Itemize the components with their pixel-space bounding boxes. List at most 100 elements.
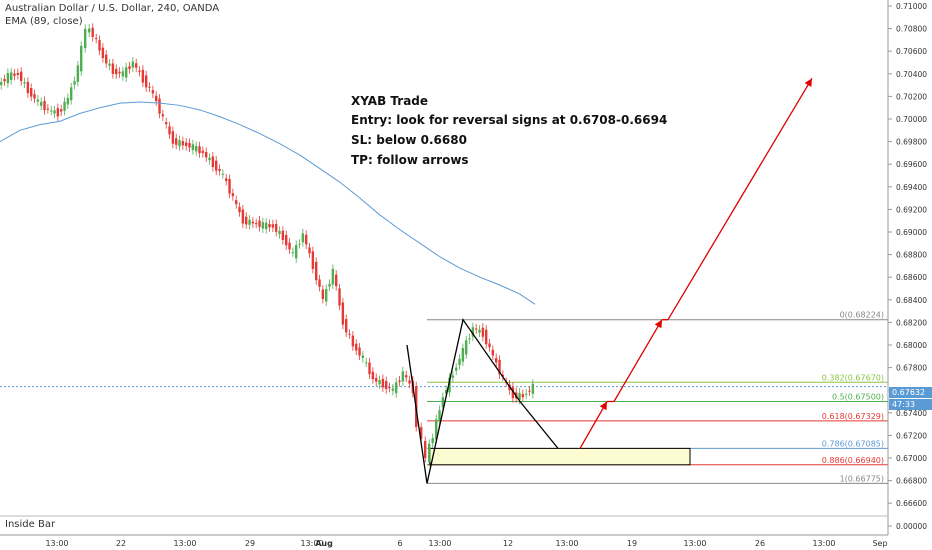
price-tick-label: 0.68000 xyxy=(896,341,927,350)
candle-up xyxy=(76,65,80,82)
candle-down xyxy=(241,209,245,224)
candle-up xyxy=(465,340,468,355)
price-tick-label: 0.69400 xyxy=(896,183,927,192)
price-tick-label: 0.66800 xyxy=(896,477,927,486)
candle-down xyxy=(318,279,321,287)
candle-down xyxy=(288,242,291,250)
fib-level-label: 0(0.68224) xyxy=(840,311,884,320)
candle-up xyxy=(6,73,10,84)
candle-down xyxy=(481,327,485,337)
fib-level-label: 1(0.66775) xyxy=(840,474,884,483)
candle-up xyxy=(10,72,13,80)
candle-down xyxy=(13,73,16,76)
candle-up xyxy=(365,362,368,364)
price-tick-label: 0.68800 xyxy=(896,251,927,260)
price-tick-label: 0.68200 xyxy=(896,318,927,327)
price-tick-label: 0.67400 xyxy=(896,409,927,418)
candle-up xyxy=(445,390,448,394)
candle-down xyxy=(281,230,285,240)
candle-up xyxy=(121,71,125,77)
candle-down xyxy=(175,138,178,145)
candle-down xyxy=(135,63,138,68)
candle-up xyxy=(431,438,434,444)
candle-up xyxy=(451,375,455,378)
candle-down xyxy=(115,68,118,75)
candle-up xyxy=(395,382,398,394)
candle-up xyxy=(0,82,3,86)
note-title: XYAB Trade xyxy=(351,94,429,108)
price-tick-label: 0.71000 xyxy=(896,2,927,11)
candle-up xyxy=(23,82,26,84)
candle-down xyxy=(161,114,165,117)
candle-down xyxy=(341,302,345,325)
time-tick-label: 13:00 xyxy=(555,539,578,548)
candle-up xyxy=(298,243,301,245)
candle-down xyxy=(33,94,36,99)
candle-up xyxy=(53,110,56,114)
candle-down xyxy=(155,95,158,102)
candle-up xyxy=(471,327,475,337)
candle-up xyxy=(361,355,365,359)
candle-down xyxy=(285,235,288,246)
candle-up xyxy=(301,233,305,243)
candle-up xyxy=(378,379,381,385)
candle-down xyxy=(368,362,371,375)
fib-level-label: 0.382(0.67670) xyxy=(822,373,884,382)
tp-arrow xyxy=(613,319,663,402)
candle-up xyxy=(265,222,268,230)
candle-down xyxy=(198,146,201,154)
time-tick-label: 26 xyxy=(755,539,765,548)
candle-down xyxy=(348,333,351,335)
price-tick-label: 0.69200 xyxy=(896,205,927,214)
candle-down xyxy=(111,63,115,74)
candle-up xyxy=(428,443,431,462)
candle-down xyxy=(30,88,33,97)
candle-up xyxy=(63,101,66,111)
price-tick-label: 0.68400 xyxy=(896,296,927,305)
candle-down xyxy=(358,347,361,356)
candle-down xyxy=(338,288,341,306)
candle-up xyxy=(108,63,111,66)
candle-up xyxy=(84,28,87,49)
candle-up xyxy=(435,419,438,440)
candle-up xyxy=(40,101,43,106)
chart-title: Australian Dollar / U.S. Dollar, 240, OA… xyxy=(5,3,220,14)
candle-up xyxy=(278,230,281,235)
candle-down xyxy=(485,329,488,345)
inside-bar-indicator-label[interactable]: Inside Bar xyxy=(5,519,56,530)
candle-down xyxy=(128,66,131,70)
candle-down xyxy=(308,247,311,254)
ema-legend[interactable]: EMA (89, close) xyxy=(5,16,83,27)
candle-up xyxy=(36,99,40,102)
candle-down xyxy=(495,358,498,363)
candle-down xyxy=(345,319,348,333)
last-price-tag: 0.67632 xyxy=(889,387,932,398)
note-tp: TP: follow arrows xyxy=(351,153,469,167)
candle-up xyxy=(331,268,335,285)
price-tick-label: 0.69000 xyxy=(896,228,927,237)
candle-down xyxy=(165,122,168,125)
candle-up xyxy=(455,367,458,371)
candle-up xyxy=(295,245,298,259)
candle-down xyxy=(3,79,6,82)
time-tick-label: 13:00 xyxy=(300,539,323,548)
candle-down xyxy=(408,380,411,384)
price-tick-label: 0.67200 xyxy=(896,431,927,440)
candles xyxy=(0,23,535,467)
candle-down xyxy=(185,142,188,147)
bar-countdown-tag: 47:33 xyxy=(889,399,932,410)
candle-down xyxy=(98,40,101,51)
candle-down xyxy=(501,374,505,377)
candle-down xyxy=(145,75,148,88)
price-tick-label: 0.00000 xyxy=(896,522,927,531)
price-tick-label: 0.67000 xyxy=(896,454,927,463)
candle-up xyxy=(208,157,211,161)
time-tick-label: 19 xyxy=(627,539,637,548)
candle-down xyxy=(238,206,241,213)
candle-down xyxy=(158,98,161,114)
price-tick-label: 0.70600 xyxy=(896,47,927,56)
candle-down xyxy=(311,251,315,269)
candle-down xyxy=(231,193,235,197)
